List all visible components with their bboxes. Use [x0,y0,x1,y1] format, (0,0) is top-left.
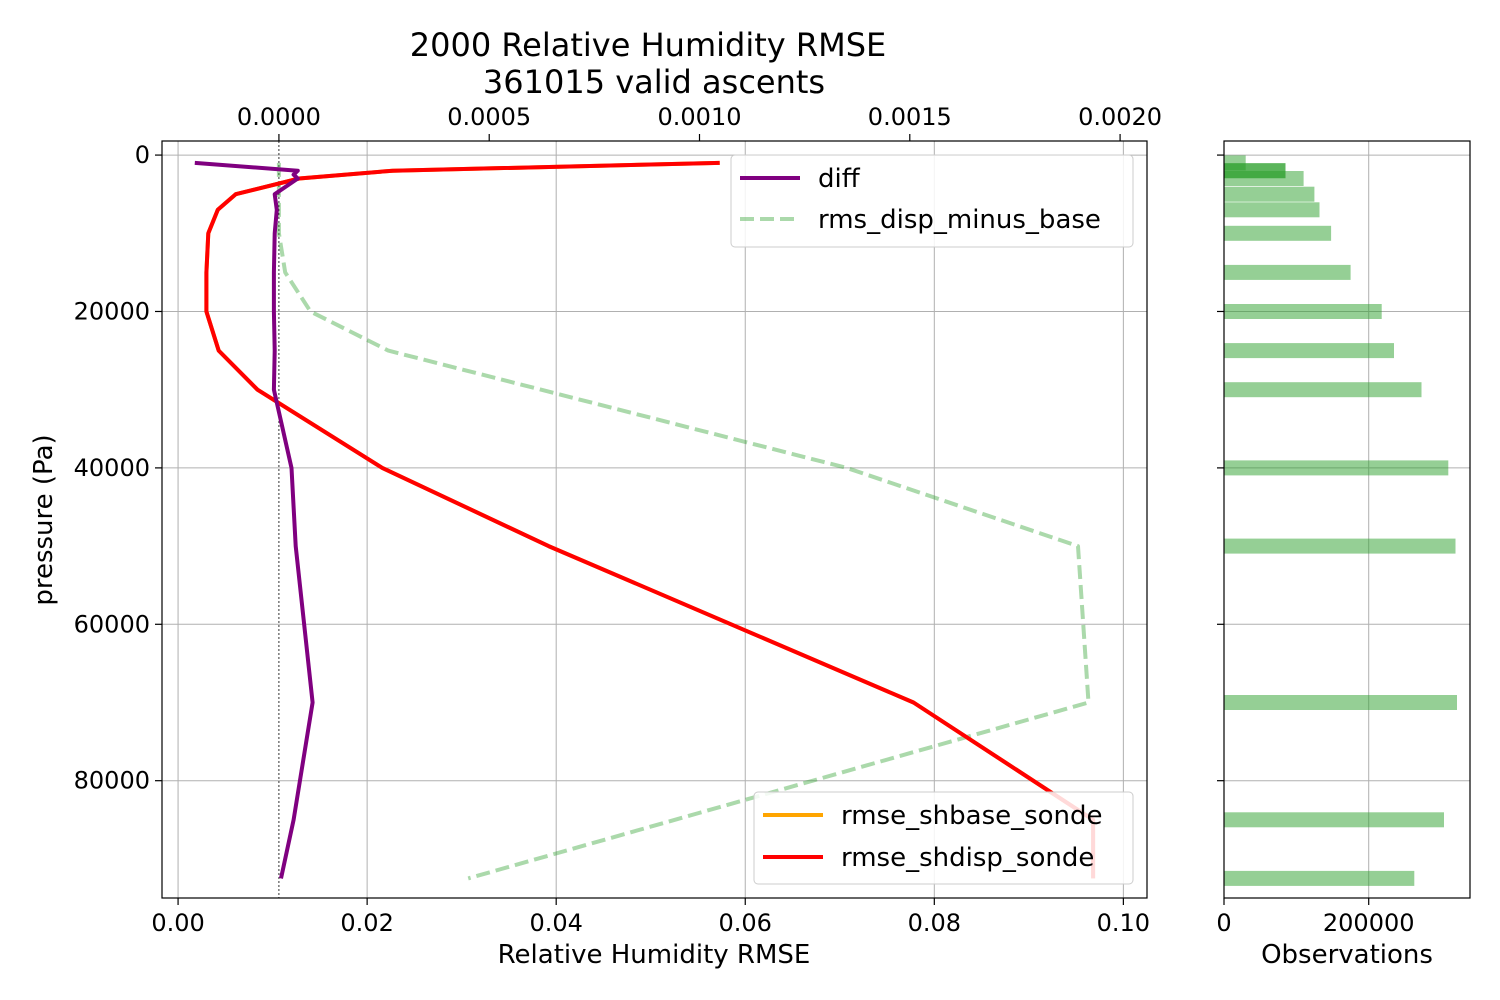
observations-bar [1224,870,1415,886]
series-line-diff [194,160,315,879]
legend-lower: rmse_shbase_sonde rmse_shdisp_sonde [753,791,1134,885]
chart-title-line-2: 361015 valid ascents [483,63,825,101]
y-tick-label: 80000 [74,767,150,795]
observations-x-tick-label: 200000 [1323,909,1415,937]
legend-label-rms-disp-minus-base: rms_disp_minus_base [818,205,1101,235]
observations-plot-frame [1223,140,1471,899]
y-tick-label: 40000 [74,454,150,482]
legend-label-rmse-shbase-sonde: rmse_shbase_sonde [841,801,1103,831]
observations-grid [1223,141,1470,898]
legend-label-rmse-shdisp-sonde: rmse_shdisp_sonde [841,843,1094,873]
series-line-rmse-shdisp-sonde [204,160,1096,879]
y-axis-label: pressure (Pa) [29,434,59,605]
legend-label-diff: diff [818,164,861,194]
top-x-tick-label: 0.0020 [1078,103,1162,131]
x-tick-label: 0.10 [1097,909,1150,937]
y-tick-label: 20000 [74,297,150,325]
observations-bars [1224,155,1457,886]
main-plot-panel: 0.00 0.02 0.04 0.06 0.08 0.10 0.0000 0.0005 0.0… [29,26,1162,970]
chart-title-line-1: 2000 Relative Humidity RMSE [410,26,886,64]
observations-bar [1224,343,1394,359]
observations-x-tick-label: 0 [1216,909,1231,937]
top-x-tick-label: 0.0015 [868,103,952,131]
observations-bar [1224,812,1444,828]
top-x-tick-label: 0.0000 [237,103,321,131]
observations-bar [1224,460,1449,476]
x-tick-label: 0.02 [340,909,393,937]
observations-panel: 0 200000 Observations [1216,140,1471,970]
legend-lower-box [753,791,1134,885]
x-tick-label: 0.06 [719,909,772,937]
main-series [194,141,1096,898]
observations-bar [1224,538,1456,554]
legend-upper-box [730,154,1134,248]
x-axis-label: Relative Humidity RMSE [498,940,811,970]
top-x-tick-label: 0.0010 [658,103,742,131]
series-line-rms-disp-minus-base [276,162,1091,881]
observations-bar [1224,695,1457,710]
observations-bar [1224,382,1422,398]
observations-bar [1224,186,1315,202]
observations-bar [1224,202,1320,218]
top-x-tick-label: 0.0005 [447,103,531,131]
bottom-x-ticks: 0.00 0.02 0.04 0.06 0.08 0.10 [151,898,1150,937]
observations-bar-overlay [1224,163,1286,179]
y-ticks: 0 20000 40000 60000 80000 [74,141,162,795]
y-tick-label: 60000 [74,610,150,638]
y-tick-label: 0 [135,141,150,169]
x-tick-label: 0.04 [529,909,582,937]
observations-bar [1224,304,1382,319]
observations-bar [1224,264,1351,280]
legend-upper: diff rms_disp_minus_base [730,154,1134,248]
x-tick-label: 0.08 [908,909,961,937]
observations-ticks: 0 200000 [1216,154,1415,937]
main-grid [162,141,1147,898]
series-line-rmse-shbase-sonde [204,160,1096,879]
observations-axis-label: Observations [1261,940,1433,970]
top-x-ticks: 0.0000 0.0005 0.0010 0.0015 0.0020 [237,103,1162,141]
x-tick-label: 0.00 [151,909,204,937]
main-plot-frame [161,140,1148,899]
observations-bar [1224,225,1332,241]
